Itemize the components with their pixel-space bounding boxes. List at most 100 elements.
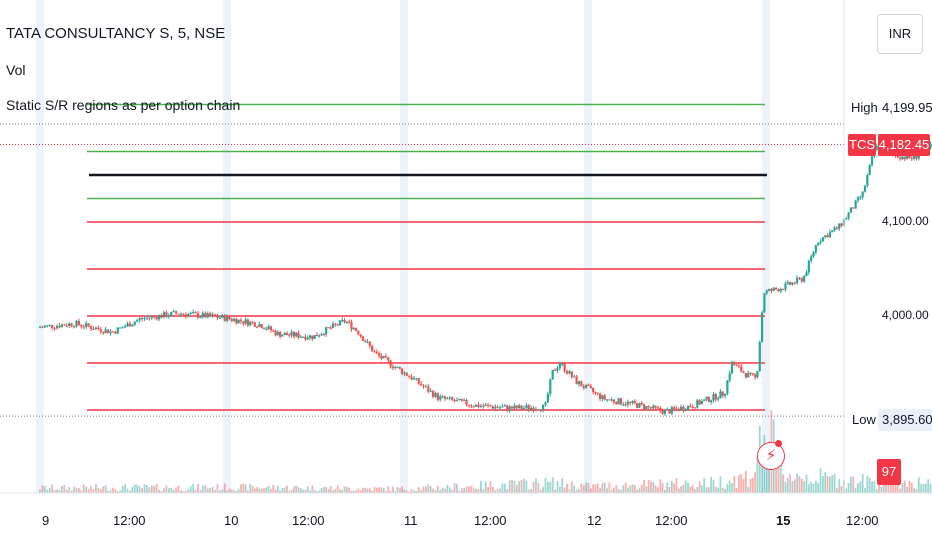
candle-body xyxy=(518,405,521,409)
candle-body xyxy=(136,320,139,322)
volume-bar xyxy=(592,484,595,493)
volume-bar xyxy=(82,484,85,493)
candle-body xyxy=(131,324,134,327)
candle-body xyxy=(691,407,694,409)
candle-body xyxy=(472,406,475,408)
candle-body xyxy=(510,406,514,409)
volume-bar xyxy=(624,482,627,493)
candle-body xyxy=(354,328,358,331)
volume-bar xyxy=(311,485,314,493)
candle-body xyxy=(684,410,687,412)
volume-bar xyxy=(866,475,869,493)
volume-bar xyxy=(568,489,571,493)
candle-body xyxy=(82,326,85,328)
volume-bar xyxy=(703,478,706,493)
lightning-bolt-icon[interactable]: ⚡ xyxy=(757,442,785,470)
volume-bar xyxy=(299,488,302,493)
volume-indicator-label[interactable]: Vol xyxy=(6,62,26,78)
candle-body xyxy=(654,405,657,408)
candle-body xyxy=(213,314,217,317)
candle-body xyxy=(491,406,494,409)
candle-body xyxy=(740,366,743,372)
volume-bar xyxy=(506,488,509,493)
candle-body xyxy=(297,332,300,338)
candle-body xyxy=(128,323,132,327)
volume-bar xyxy=(279,490,281,493)
candle-body xyxy=(408,375,411,377)
sr-indicator-label[interactable]: Static S/R regions as per option chain xyxy=(6,97,241,113)
volume-bar xyxy=(742,478,745,493)
candle-body xyxy=(283,332,286,335)
candle-body xyxy=(779,288,782,292)
candle-body xyxy=(596,392,599,394)
candle-body xyxy=(465,400,468,405)
candle-body xyxy=(199,316,202,318)
volume-bar xyxy=(601,483,604,493)
volume-bar xyxy=(329,486,332,493)
volume-bar xyxy=(109,490,112,493)
volume-bar xyxy=(833,473,836,493)
volume-bar xyxy=(539,489,542,493)
candle-body xyxy=(206,313,209,318)
candle-body xyxy=(368,341,371,346)
candle-body xyxy=(601,395,604,399)
candle-body xyxy=(165,312,168,317)
candle-body xyxy=(313,334,316,340)
candle-body xyxy=(429,390,432,392)
volume-bar xyxy=(754,472,757,493)
candle-body xyxy=(70,323,73,327)
volume-bar xyxy=(41,485,44,493)
volume-bar xyxy=(51,484,54,493)
candle-body xyxy=(786,281,789,284)
candle-body xyxy=(770,289,773,291)
volume-bar xyxy=(875,489,878,493)
volume-bar xyxy=(917,477,920,493)
currency-button[interactable]: INR xyxy=(877,14,923,54)
volume-bar xyxy=(657,487,659,493)
volume-bar xyxy=(182,490,185,493)
candle-body xyxy=(251,321,254,323)
volume-bar xyxy=(705,487,708,493)
volume-bar xyxy=(60,485,63,493)
volume-bar xyxy=(647,479,650,493)
volume-bar xyxy=(906,486,909,493)
candle-body xyxy=(232,319,236,321)
volume-bar xyxy=(141,488,144,493)
candle-body xyxy=(177,313,180,315)
candle-body xyxy=(817,242,820,246)
candle-body xyxy=(288,334,291,336)
volume-bar xyxy=(121,485,124,493)
volume-bar xyxy=(850,476,852,493)
candle-body xyxy=(624,404,627,406)
candle-body xyxy=(244,319,247,324)
volume-bar xyxy=(80,490,83,493)
volume-bar xyxy=(355,490,357,493)
volume-bar xyxy=(494,490,497,493)
volume-bar xyxy=(267,485,270,493)
candle-body xyxy=(826,235,829,238)
candle-body xyxy=(331,323,335,328)
volume-bar xyxy=(46,489,49,493)
candle-body xyxy=(434,393,437,397)
volume-bar xyxy=(187,489,190,493)
volume-bar xyxy=(244,484,247,493)
candle-body xyxy=(539,410,542,412)
candle-body xyxy=(537,409,540,411)
volume-bar xyxy=(281,487,284,493)
volume-bar xyxy=(269,489,272,493)
volume-bar xyxy=(334,489,337,493)
volume-bar xyxy=(638,488,641,493)
candle-body xyxy=(915,154,918,159)
volume-bar xyxy=(364,487,367,493)
candle-body xyxy=(396,366,399,368)
volume-bar xyxy=(927,479,930,493)
candle-body xyxy=(424,386,427,388)
candle-body xyxy=(707,396,710,402)
candle-body xyxy=(272,330,275,332)
candle-body xyxy=(610,399,613,401)
volume-bar xyxy=(696,487,699,493)
volume-bar xyxy=(432,488,434,493)
volume-bar xyxy=(779,455,782,493)
candle-body xyxy=(322,334,325,336)
